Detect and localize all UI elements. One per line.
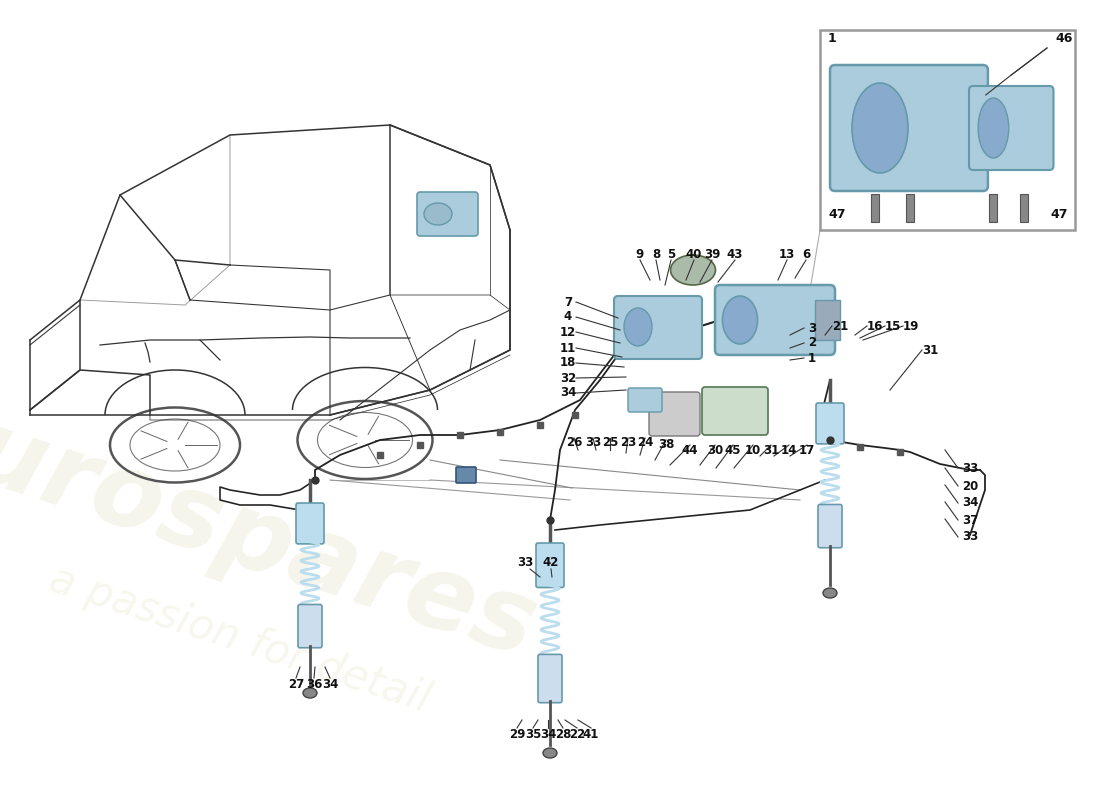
Text: 34: 34 [540,729,557,742]
Text: 26: 26 [565,437,582,450]
Text: 35: 35 [525,729,541,742]
Text: 1: 1 [807,351,816,365]
Ellipse shape [723,296,758,344]
Text: 36: 36 [306,678,322,691]
Text: 14: 14 [781,443,798,457]
Text: 24: 24 [637,437,653,450]
Text: 31: 31 [922,343,938,357]
FancyBboxPatch shape [298,605,322,648]
FancyBboxPatch shape [649,392,700,436]
Text: 33: 33 [517,555,534,569]
Text: 13: 13 [779,249,795,262]
Text: 41: 41 [583,729,600,742]
FancyBboxPatch shape [816,403,844,444]
Bar [820,30,1075,230]
FancyBboxPatch shape [614,296,702,359]
Ellipse shape [543,748,557,758]
Text: 4: 4 [564,310,572,323]
FancyBboxPatch shape [538,654,562,702]
Text: 15: 15 [884,319,901,333]
Bar [906,194,914,222]
FancyBboxPatch shape [417,192,478,236]
Text: 37: 37 [961,514,978,526]
FancyBboxPatch shape [296,503,324,544]
Text: 27: 27 [288,678,304,691]
Text: 43: 43 [727,249,744,262]
Bar [1020,194,1028,222]
Text: 29: 29 [509,729,525,742]
Text: 25: 25 [602,437,618,450]
FancyBboxPatch shape [536,543,564,587]
Text: 39: 39 [704,249,720,262]
Text: 38: 38 [658,438,674,451]
Text: 40: 40 [685,249,702,262]
Text: 10: 10 [745,443,761,457]
Text: 7: 7 [564,295,572,309]
Text: 34: 34 [560,386,576,399]
Text: 33: 33 [961,462,978,474]
Ellipse shape [624,308,652,346]
Text: a passion for detail: a passion for detail [44,558,436,722]
Ellipse shape [671,255,715,285]
FancyBboxPatch shape [830,65,988,191]
Text: 11: 11 [560,342,576,354]
Text: 46: 46 [1055,32,1072,45]
Text: 1: 1 [828,32,837,45]
FancyBboxPatch shape [456,467,476,483]
FancyBboxPatch shape [715,285,835,355]
Text: 34: 34 [322,678,338,691]
Text: 45: 45 [725,443,741,457]
Text: 42: 42 [542,555,559,569]
Ellipse shape [852,83,909,173]
Text: 12: 12 [560,326,576,338]
Text: 8: 8 [652,249,660,262]
Text: 21: 21 [832,319,848,333]
Text: 33: 33 [585,437,601,450]
Ellipse shape [978,98,1009,158]
Ellipse shape [302,688,317,698]
Text: 20: 20 [961,479,978,493]
Text: 44: 44 [682,443,698,457]
FancyBboxPatch shape [628,388,662,412]
Text: 47: 47 [1050,208,1067,221]
Text: 18: 18 [560,357,576,370]
Text: 34: 34 [961,497,978,510]
Text: 2: 2 [807,337,816,350]
Bar [815,300,840,340]
FancyBboxPatch shape [702,387,768,435]
Text: 5: 5 [667,249,675,262]
Text: 22: 22 [569,729,585,742]
Text: 33: 33 [961,530,978,543]
Text: 16: 16 [867,319,883,333]
Ellipse shape [823,588,837,598]
Text: 9: 9 [636,249,645,262]
Text: 6: 6 [802,249,810,262]
Bar [989,194,998,222]
FancyBboxPatch shape [818,505,842,548]
Text: 47: 47 [828,208,846,221]
Text: 32: 32 [560,371,576,385]
Text: 31: 31 [763,443,779,457]
Bar [871,194,879,222]
Text: 23: 23 [620,437,636,450]
Ellipse shape [424,203,452,225]
FancyBboxPatch shape [969,86,1054,170]
Text: 3: 3 [807,322,816,334]
Text: 17: 17 [799,443,815,457]
Text: 30: 30 [707,443,723,457]
Text: 28: 28 [554,729,571,742]
Text: eurospares: eurospares [0,380,549,680]
Text: 19: 19 [903,319,920,333]
